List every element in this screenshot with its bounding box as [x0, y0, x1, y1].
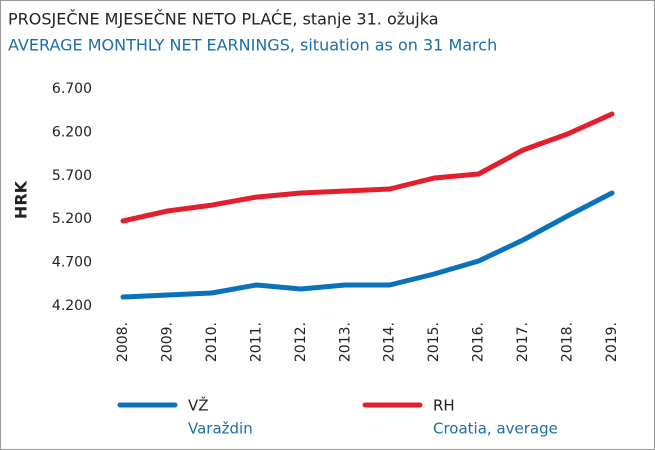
line-series [120, 111, 615, 224]
legend-description: Varaždin [188, 420, 253, 438]
y-tick-label: 4.200 [52, 298, 92, 314]
x-tick-label: 2014. [382, 322, 398, 362]
legend-label: RH [433, 397, 455, 415]
x-tick-label: 2012. [293, 322, 309, 362]
x-tick-label: 2018. [560, 322, 576, 362]
y-tick-label: 4.700 [52, 255, 92, 271]
y-tick-label: 6.700 [52, 81, 92, 97]
y-tick-label: 5.200 [52, 211, 92, 227]
x-tick-label: 2016. [471, 322, 487, 362]
chart-subtitle: AVERAGE MONTHLY NET EARNINGS, situation … [8, 36, 497, 55]
legend-label: VŽ [188, 396, 209, 415]
y-axis-label: HRK [12, 180, 31, 219]
x-tick-label: 2008. [115, 322, 131, 362]
legend-description: Croatia, average [433, 420, 558, 438]
x-tick-label: 2015. [426, 322, 442, 362]
x-tick-label: 2013. [337, 322, 353, 362]
chart-title: PROSJEČNE MJESEČNE NETO PLAĆE, stanje 31… [8, 10, 439, 29]
x-tick-label: 2011. [248, 322, 264, 362]
x-tick-label: 2019. [604, 322, 620, 362]
line-series [120, 190, 615, 300]
y-tick-label: 5.700 [52, 168, 92, 184]
x-tick-label: 2017. [515, 322, 531, 362]
x-tick-label: 2009. [159, 322, 175, 362]
x-tick-label: 2010. [204, 322, 220, 362]
y-tick-label: 6.200 [52, 124, 92, 140]
